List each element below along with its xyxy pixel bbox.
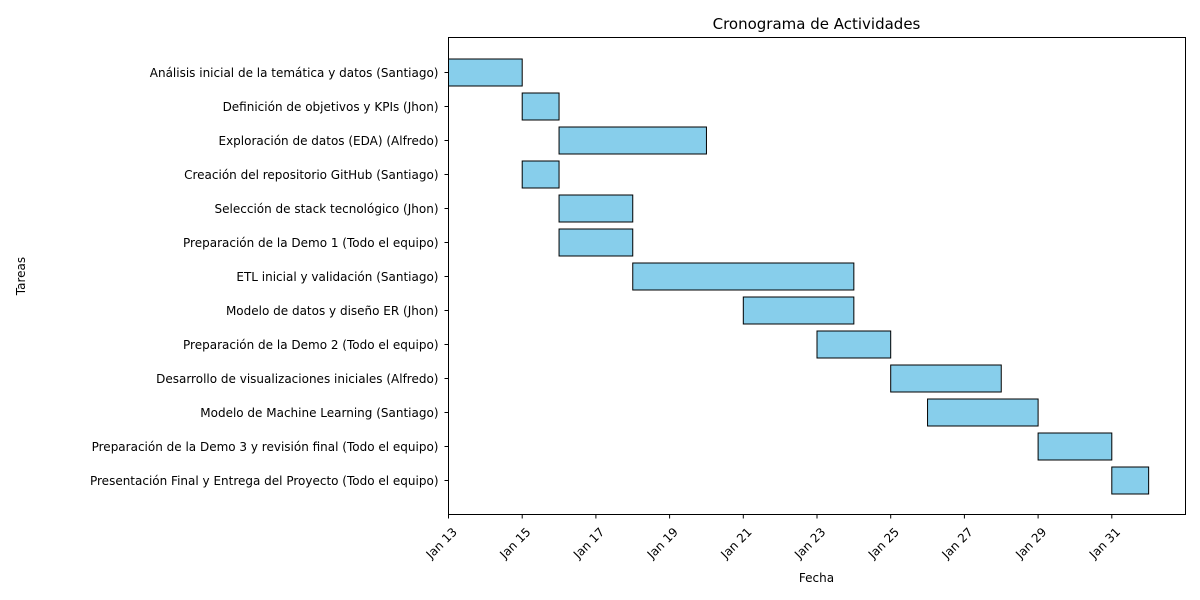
- y-tick-label: Definición de objetivos y KPIs (Jhon): [223, 100, 439, 114]
- y-tick-label: Creación del repositorio GitHub (Santiag…: [184, 168, 438, 182]
- task-bar: [521, 92, 560, 121]
- task-bar: [816, 330, 892, 359]
- task-bar: [521, 160, 560, 189]
- task-bar: [448, 58, 523, 87]
- task-bar: [742, 296, 855, 325]
- task-bars: [448, 58, 1150, 495]
- y-tick-label: Desarrollo de visualizaciones iniciales …: [156, 372, 438, 386]
- y-axis-title: Tareas: [14, 257, 28, 296]
- task-bar: [890, 364, 1002, 393]
- task-bar: [558, 126, 707, 155]
- task-bar: [927, 398, 1039, 427]
- task-bar: [632, 262, 855, 291]
- chart-title: Cronograma de Actividades: [713, 15, 921, 33]
- y-tick-label: Preparación de la Demo 1 (Todo el equipo…: [183, 236, 438, 250]
- task-bar: [1111, 466, 1150, 495]
- y-axis: Análisis inicial de la temática y datos …: [90, 66, 449, 488]
- y-tick-label: ETL inicial y validación (Santiago): [236, 270, 438, 284]
- y-tick-label: Preparación de la Demo 3 y revisión fina…: [92, 440, 439, 454]
- y-tick-label: Presentación Final y Entrega del Proyect…: [90, 474, 439, 488]
- y-tick-label: Modelo de Machine Learning (Santiago): [200, 406, 438, 420]
- y-tick-label: Exploración de datos (EDA) (Alfredo): [219, 134, 439, 148]
- y-tick-label: Modelo de datos y diseño ER (Jhon): [226, 304, 439, 318]
- y-tick-label: Preparación de la Demo 2 (Todo el equipo…: [183, 338, 438, 352]
- task-bar: [558, 228, 634, 257]
- task-bar: [1037, 432, 1113, 461]
- y-tick-label: Análisis inicial de la temática y datos …: [150, 66, 439, 80]
- x-axis-title: Fecha: [799, 571, 834, 585]
- task-bar: [558, 194, 634, 223]
- y-tick-label: Selección de stack tecnológico (Jhon): [215, 202, 439, 216]
